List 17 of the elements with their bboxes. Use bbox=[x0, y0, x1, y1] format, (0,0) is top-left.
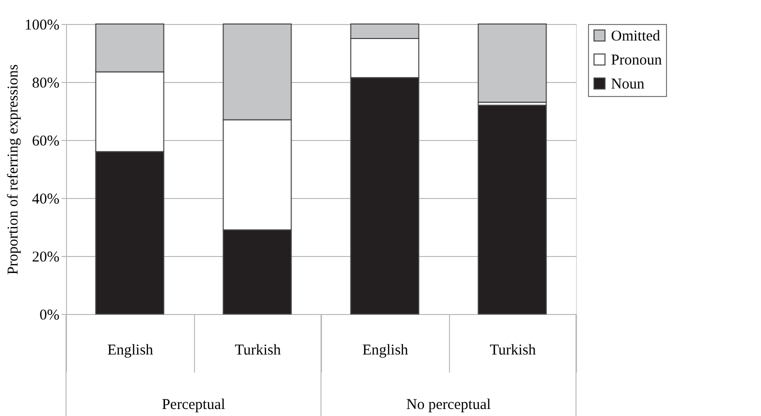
x-tick-label: English bbox=[107, 342, 154, 358]
y-tick-label: 40% bbox=[32, 192, 60, 208]
bar bbox=[478, 104, 547, 314]
x-tick-label: Turkish bbox=[490, 342, 536, 358]
x-tick-label: English bbox=[362, 342, 409, 358]
legend-label: Noun bbox=[611, 76, 645, 92]
y-tick-label: 0% bbox=[40, 308, 60, 324]
y-tick-label: 20% bbox=[32, 250, 60, 266]
legend-label: Pronoun bbox=[611, 52, 662, 68]
text: Perceptual bbox=[162, 397, 226, 413]
y-tick-label: 80% bbox=[32, 76, 60, 92]
legend-label: Omitted bbox=[611, 28, 661, 44]
x-tick-label: Turkish bbox=[234, 342, 282, 358]
y-axis-title: Proportion of referring expressions bbox=[6, 64, 22, 275]
y-tick-label: 60% bbox=[32, 134, 60, 150]
y-tick-label: 100% bbox=[24, 18, 60, 34]
text: No perceptual bbox=[406, 397, 491, 413]
